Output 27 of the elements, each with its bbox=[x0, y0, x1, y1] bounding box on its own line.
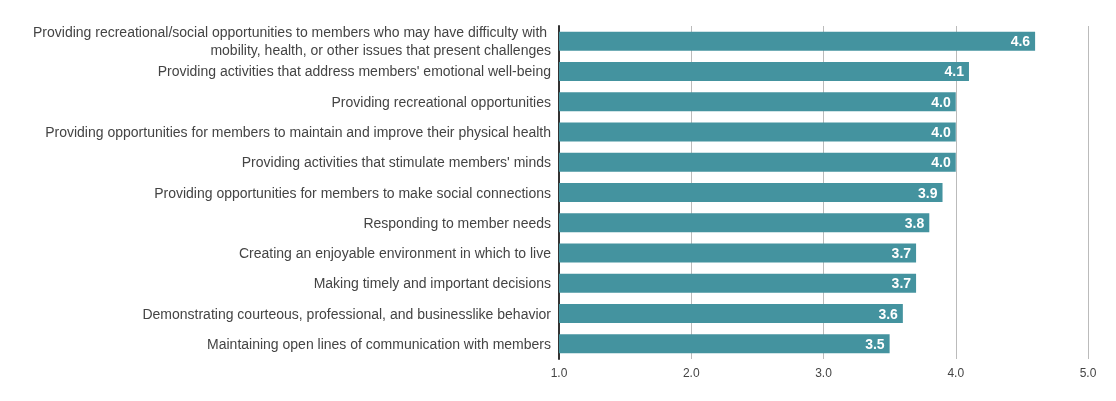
x-tick-label: 3.0 bbox=[815, 366, 833, 380]
y-tick-label: Providing recreational/social opportunities to members who may have difficulty with mobility, health, or other issues that present challenges bbox=[33, 24, 551, 59]
y-tick-label: Creating an enjoyable environment in which to live bbox=[238, 245, 552, 262]
x-tick-label: 5.0 bbox=[1079, 366, 1097, 380]
data-label: 3.8 bbox=[904, 214, 925, 231]
data-label: 3.7 bbox=[891, 275, 912, 292]
y-tick-label: Making timely and important decisions bbox=[313, 275, 551, 292]
data-label: 3.9 bbox=[918, 184, 938, 201]
y-tick-label: Demonstrating courteous, professional, and businesslike behavior bbox=[142, 305, 552, 322]
data-label: 3.5 bbox=[865, 335, 885, 352]
x-tick-label: 1.0 bbox=[550, 366, 568, 380]
y-tick-label: Providing activities that address members' emotional well-being bbox=[157, 63, 551, 80]
data-label: 4.6 bbox=[1010, 33, 1031, 50]
x-tick-label: 2.0 bbox=[682, 366, 700, 380]
data-label: 4.0 bbox=[931, 154, 951, 171]
data-label: 3.7 bbox=[891, 245, 912, 262]
data-label: 3.6 bbox=[878, 305, 899, 322]
data-label: 4.0 bbox=[931, 93, 951, 110]
data-label: 4.1 bbox=[944, 63, 965, 80]
x-tick-label: 4.0 bbox=[947, 366, 965, 380]
y-tick-label: Providing recreational opportunities bbox=[331, 93, 551, 110]
y-tick-label: Maintaining open lines of communication with members bbox=[207, 335, 551, 352]
y-tick-label: Providing opportunities for members to maintain and improve their physical health bbox=[45, 123, 551, 140]
y-tick-label: Responding to member needs bbox=[363, 214, 551, 231]
y-tick-label: Providing opportunities for members to make social connections bbox=[154, 184, 551, 201]
y-tick-label: Providing activities that stimulate members' minds bbox=[241, 154, 551, 171]
data-label: 4.0 bbox=[931, 123, 951, 140]
